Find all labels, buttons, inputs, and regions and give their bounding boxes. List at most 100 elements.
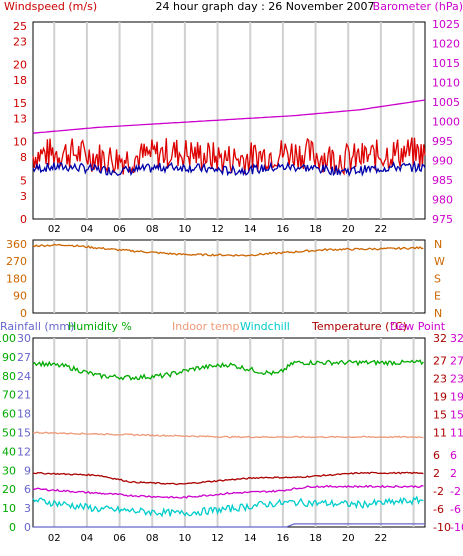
rainfall-tick-label: 18 bbox=[17, 408, 31, 421]
outer-temp-tick-label: -2 bbox=[450, 485, 461, 498]
humidity-tick-label: 80 bbox=[2, 370, 16, 383]
outer-temp-tick-label: 27 bbox=[450, 355, 463, 368]
x-tick-label: 22 bbox=[375, 533, 388, 544]
rainfall-tick-label: 21 bbox=[17, 389, 31, 402]
compass-label: W bbox=[434, 255, 445, 268]
rainfall-tick-label: 30 bbox=[17, 332, 31, 345]
temperature-tick-label: 27 bbox=[433, 355, 447, 368]
outer-temp-tick-label: -6 bbox=[450, 503, 461, 516]
windchill-line bbox=[32, 495, 424, 518]
left-tick-label: 25 bbox=[13, 20, 27, 33]
temperature-tick-label: 11 bbox=[433, 427, 447, 440]
outer-temp-tick-label: 11 bbox=[450, 427, 463, 440]
x-tick-label: 20 bbox=[342, 224, 355, 235]
x-tick-label: 14 bbox=[244, 224, 257, 235]
right-tick-label: 1020 bbox=[432, 37, 460, 50]
rainfall-tick-label: 24 bbox=[17, 370, 31, 383]
x-tick-label: 18 bbox=[309, 224, 322, 235]
temperature-tick-label: -10 bbox=[433, 521, 451, 534]
direction-tick-label: 270 bbox=[6, 255, 27, 268]
temperature-tick-label: 6 bbox=[433, 449, 440, 462]
compass-label: N bbox=[434, 307, 442, 320]
barometer-line bbox=[32, 99, 426, 134]
outer-temp-tick-label: 23 bbox=[450, 373, 463, 386]
direction-tick-label: 90 bbox=[13, 290, 27, 303]
x-tick-label: 16 bbox=[277, 533, 290, 544]
outer-temp-tick-label: 19 bbox=[450, 391, 463, 404]
temperature-tick-label: 19 bbox=[433, 391, 447, 404]
legend-label: Indoor temp bbox=[172, 320, 239, 333]
temperature-tick-label: -6 bbox=[433, 503, 444, 516]
rainfall-tick-label: 15 bbox=[17, 427, 31, 440]
direction-tick-label: 0 bbox=[20, 307, 27, 320]
compass-label: S bbox=[434, 272, 441, 285]
temperature-line bbox=[32, 471, 424, 486]
x-tick-label: 16 bbox=[277, 224, 290, 235]
left-tick-label: 0 bbox=[20, 213, 27, 226]
left-tick-label: 18 bbox=[13, 74, 27, 87]
x-tick-label: 02 bbox=[48, 224, 61, 235]
humidity-tick-label: 90 bbox=[2, 351, 16, 364]
left-tick-label: 13 bbox=[13, 113, 27, 126]
outer-temp-tick-label: 6 bbox=[450, 449, 457, 462]
indoor-temp-line bbox=[32, 431, 424, 439]
wind-direction-line bbox=[32, 243, 424, 257]
outer-temp-tick-label: 2 bbox=[450, 467, 457, 480]
temperature-tick-label: 32 bbox=[433, 332, 447, 345]
legend-label: Temperature (°C) bbox=[311, 320, 407, 333]
left-tick-label: 20 bbox=[13, 58, 27, 71]
temperature-tick-label: -2 bbox=[433, 485, 444, 498]
left-tick-label: 15 bbox=[13, 97, 27, 110]
x-tick-label: 18 bbox=[309, 533, 322, 544]
humidity-tick-label: 0 bbox=[9, 521, 16, 534]
right-tick-label: 1000 bbox=[432, 115, 460, 128]
right-tick-label: 990 bbox=[432, 154, 453, 167]
x-tick-label: 10 bbox=[179, 533, 192, 544]
x-tick-label: 12 bbox=[211, 533, 224, 544]
humidity-tick-label: 70 bbox=[2, 389, 16, 402]
direction-tick-label: 360 bbox=[6, 238, 27, 251]
compass-label: E bbox=[434, 290, 441, 303]
humidity-tick-label: 100 bbox=[0, 332, 16, 345]
humidity-tick-label: 10 bbox=[2, 502, 16, 515]
x-tick-label: 12 bbox=[211, 224, 224, 235]
right-tick-label: 980 bbox=[432, 193, 453, 206]
right-tick-label: 1015 bbox=[432, 57, 460, 70]
windspeed-panel bbox=[32, 21, 426, 220]
rainfall-tick-label: 0 bbox=[24, 521, 31, 534]
right-tick-label: 975 bbox=[432, 213, 453, 226]
rainfall-label: Rainfall (mm) bbox=[0, 320, 74, 333]
x-tick-label: 06 bbox=[113, 533, 126, 544]
right-tick-label: 1010 bbox=[432, 76, 460, 89]
rainfall-tick-label: 12 bbox=[17, 445, 31, 458]
temperature-tick-label: 23 bbox=[433, 373, 447, 386]
humidity-label: Humidity % bbox=[68, 320, 132, 333]
right-axis-label: Barometer (hPa) bbox=[373, 0, 463, 13]
right-tick-label: 1025 bbox=[432, 18, 460, 31]
rainfall-tick-label: 6 bbox=[24, 483, 31, 496]
chart-title: 24 hour graph day : 26 November 2007 bbox=[155, 0, 374, 13]
temperature-tick-label: 15 bbox=[433, 409, 447, 422]
outer-temp-tick-label: 32 bbox=[450, 332, 463, 345]
humidity-tick-label: 50 bbox=[2, 427, 16, 440]
outer-temp-tick-label: 15 bbox=[450, 409, 463, 422]
x-tick-label: 20 bbox=[342, 533, 355, 544]
humidity-tick-label: 40 bbox=[2, 445, 16, 458]
x-tick-label: 04 bbox=[81, 224, 94, 235]
temperature-tick-label: 2 bbox=[433, 467, 440, 480]
x-tick-label: 08 bbox=[146, 224, 159, 235]
compass-label: N bbox=[434, 238, 442, 251]
x-tick-label: 04 bbox=[81, 533, 94, 544]
x-tick-label: 14 bbox=[244, 533, 257, 544]
x-tick-label: 10 bbox=[179, 224, 192, 235]
left-tick-label: 8 bbox=[20, 151, 27, 164]
humidity-tick-label: 20 bbox=[2, 483, 16, 496]
direction-tick-label: 180 bbox=[6, 272, 27, 285]
temperature-humidity-panel bbox=[32, 337, 426, 528]
wind-direction-panel bbox=[32, 239, 426, 314]
right-tick-label: 985 bbox=[432, 174, 453, 187]
legend-label: Dew Point bbox=[390, 320, 446, 333]
humidity-line bbox=[32, 359, 424, 381]
humidity-tick-label: 30 bbox=[2, 464, 16, 477]
x-tick-label: 02 bbox=[48, 533, 61, 544]
